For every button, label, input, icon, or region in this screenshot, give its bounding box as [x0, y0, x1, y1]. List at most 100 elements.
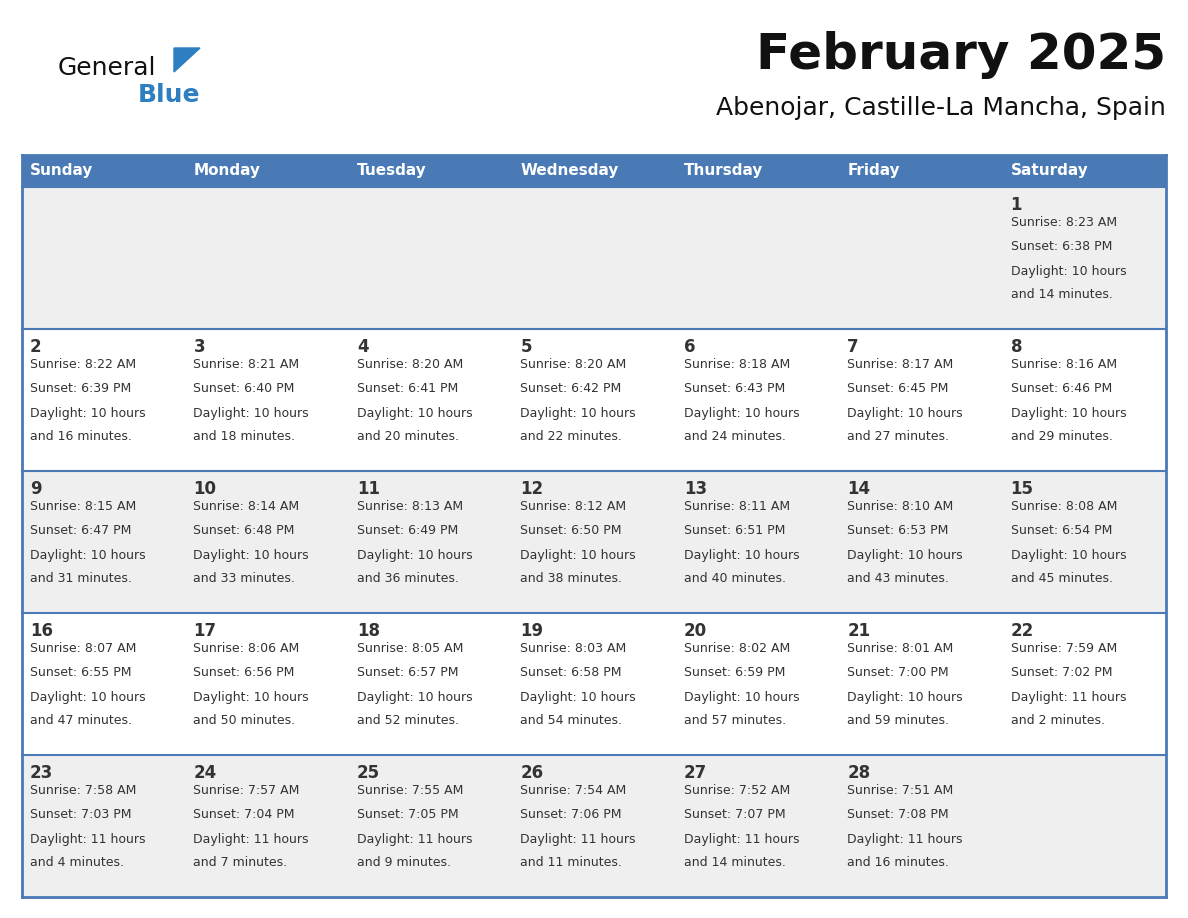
- Text: Sunset: 6:59 PM: Sunset: 6:59 PM: [684, 666, 785, 679]
- Bar: [1003, 755, 1165, 897]
- Text: Sunset: 6:51 PM: Sunset: 6:51 PM: [684, 524, 785, 538]
- Text: Sunrise: 8:05 AM: Sunrise: 8:05 AM: [356, 643, 463, 655]
- Text: 26: 26: [520, 764, 543, 782]
- Bar: [185, 755, 349, 897]
- Text: Sunset: 6:53 PM: Sunset: 6:53 PM: [847, 524, 948, 538]
- Text: and 40 minutes.: and 40 minutes.: [684, 573, 785, 586]
- Text: Monday: Monday: [194, 163, 260, 178]
- Text: 11: 11: [356, 480, 380, 498]
- Text: and 33 minutes.: and 33 minutes.: [194, 573, 296, 586]
- Text: Daylight: 10 hours: Daylight: 10 hours: [194, 690, 309, 703]
- Bar: [349, 471, 512, 613]
- Text: and 43 minutes.: and 43 minutes.: [847, 573, 949, 586]
- Bar: [839, 613, 1003, 755]
- Text: Daylight: 11 hours: Daylight: 11 hours: [1011, 690, 1126, 703]
- Text: Daylight: 10 hours: Daylight: 10 hours: [520, 690, 636, 703]
- Bar: [1003, 613, 1165, 755]
- Bar: [512, 755, 676, 897]
- Text: 16: 16: [30, 622, 53, 640]
- Text: Sunset: 7:05 PM: Sunset: 7:05 PM: [356, 809, 459, 822]
- Bar: [185, 471, 349, 613]
- Bar: [23, 471, 185, 613]
- Text: 3: 3: [194, 338, 206, 356]
- Text: Sunrise: 7:51 AM: Sunrise: 7:51 AM: [847, 785, 954, 798]
- Text: General: General: [58, 56, 157, 80]
- Bar: [185, 187, 349, 329]
- Bar: [23, 755, 185, 897]
- Text: 8: 8: [1011, 338, 1022, 356]
- Text: Sunrise: 7:54 AM: Sunrise: 7:54 AM: [520, 785, 626, 798]
- Text: Sunrise: 8:13 AM: Sunrise: 8:13 AM: [356, 500, 463, 513]
- Text: Sunrise: 8:20 AM: Sunrise: 8:20 AM: [356, 359, 463, 372]
- Bar: [512, 471, 676, 613]
- Text: and 59 minutes.: and 59 minutes.: [847, 714, 949, 727]
- Text: Friday: Friday: [847, 163, 899, 178]
- Text: 19: 19: [520, 622, 543, 640]
- Bar: [23, 329, 185, 471]
- Bar: [349, 187, 512, 329]
- Text: Abenojar, Castille-La Mancha, Spain: Abenojar, Castille-La Mancha, Spain: [716, 96, 1165, 120]
- Bar: [1003, 471, 1165, 613]
- Text: Sunset: 6:58 PM: Sunset: 6:58 PM: [520, 666, 621, 679]
- Text: 13: 13: [684, 480, 707, 498]
- Text: Sunset: 7:02 PM: Sunset: 7:02 PM: [1011, 666, 1112, 679]
- Text: Sunset: 6:50 PM: Sunset: 6:50 PM: [520, 524, 621, 538]
- Bar: [185, 329, 349, 471]
- Text: 21: 21: [847, 622, 871, 640]
- Text: Sunrise: 8:17 AM: Sunrise: 8:17 AM: [847, 359, 954, 372]
- Text: Thursday: Thursday: [684, 163, 763, 178]
- Text: and 14 minutes.: and 14 minutes.: [684, 856, 785, 869]
- Text: and 18 minutes.: and 18 minutes.: [194, 431, 296, 443]
- Text: Daylight: 10 hours: Daylight: 10 hours: [847, 548, 962, 562]
- Bar: [23, 187, 185, 329]
- Text: Daylight: 10 hours: Daylight: 10 hours: [194, 548, 309, 562]
- Text: Daylight: 11 hours: Daylight: 11 hours: [356, 833, 473, 845]
- Text: Sunset: 6:48 PM: Sunset: 6:48 PM: [194, 524, 295, 538]
- Text: Sunrise: 8:18 AM: Sunrise: 8:18 AM: [684, 359, 790, 372]
- Text: Sunrise: 7:57 AM: Sunrise: 7:57 AM: [194, 785, 299, 798]
- Text: Daylight: 10 hours: Daylight: 10 hours: [30, 548, 146, 562]
- Text: Sunset: 6:46 PM: Sunset: 6:46 PM: [1011, 383, 1112, 396]
- Text: Sunset: 6:39 PM: Sunset: 6:39 PM: [30, 383, 131, 396]
- Text: and 38 minutes.: and 38 minutes.: [520, 573, 623, 586]
- Bar: [676, 471, 839, 613]
- Text: and 31 minutes.: and 31 minutes.: [30, 573, 132, 586]
- Bar: [349, 613, 512, 755]
- Text: Daylight: 10 hours: Daylight: 10 hours: [847, 407, 962, 420]
- Bar: [512, 187, 676, 329]
- Text: and 20 minutes.: and 20 minutes.: [356, 431, 459, 443]
- Text: Sunrise: 8:15 AM: Sunrise: 8:15 AM: [30, 500, 137, 513]
- Text: Daylight: 11 hours: Daylight: 11 hours: [847, 833, 962, 845]
- Text: 14: 14: [847, 480, 871, 498]
- Bar: [185, 613, 349, 755]
- Text: Sunset: 6:55 PM: Sunset: 6:55 PM: [30, 666, 132, 679]
- Text: Sunday: Sunday: [30, 163, 94, 178]
- Text: Sunrise: 7:59 AM: Sunrise: 7:59 AM: [1011, 643, 1117, 655]
- Bar: [23, 155, 1165, 187]
- Text: 12: 12: [520, 480, 543, 498]
- Text: 22: 22: [1011, 622, 1034, 640]
- Bar: [1003, 187, 1165, 329]
- Text: Sunset: 7:08 PM: Sunset: 7:08 PM: [847, 809, 949, 822]
- Text: Sunset: 6:43 PM: Sunset: 6:43 PM: [684, 383, 785, 396]
- Text: Sunrise: 8:10 AM: Sunrise: 8:10 AM: [847, 500, 954, 513]
- Text: and 4 minutes.: and 4 minutes.: [30, 856, 124, 869]
- Text: and 16 minutes.: and 16 minutes.: [30, 431, 132, 443]
- Text: Sunrise: 7:52 AM: Sunrise: 7:52 AM: [684, 785, 790, 798]
- Text: and 47 minutes.: and 47 minutes.: [30, 714, 132, 727]
- Bar: [839, 755, 1003, 897]
- Text: Sunrise: 8:20 AM: Sunrise: 8:20 AM: [520, 359, 626, 372]
- Text: Tuesday: Tuesday: [356, 163, 426, 178]
- Bar: [676, 187, 839, 329]
- Text: 17: 17: [194, 622, 216, 640]
- Text: Daylight: 10 hours: Daylight: 10 hours: [30, 407, 146, 420]
- Text: and 9 minutes.: and 9 minutes.: [356, 856, 451, 869]
- Bar: [676, 329, 839, 471]
- Text: and 29 minutes.: and 29 minutes.: [1011, 431, 1112, 443]
- Text: and 16 minutes.: and 16 minutes.: [847, 856, 949, 869]
- Text: Sunrise: 8:12 AM: Sunrise: 8:12 AM: [520, 500, 626, 513]
- Bar: [512, 613, 676, 755]
- Text: and 50 minutes.: and 50 minutes.: [194, 714, 296, 727]
- Text: and 7 minutes.: and 7 minutes.: [194, 856, 287, 869]
- Text: Sunrise: 8:01 AM: Sunrise: 8:01 AM: [847, 643, 954, 655]
